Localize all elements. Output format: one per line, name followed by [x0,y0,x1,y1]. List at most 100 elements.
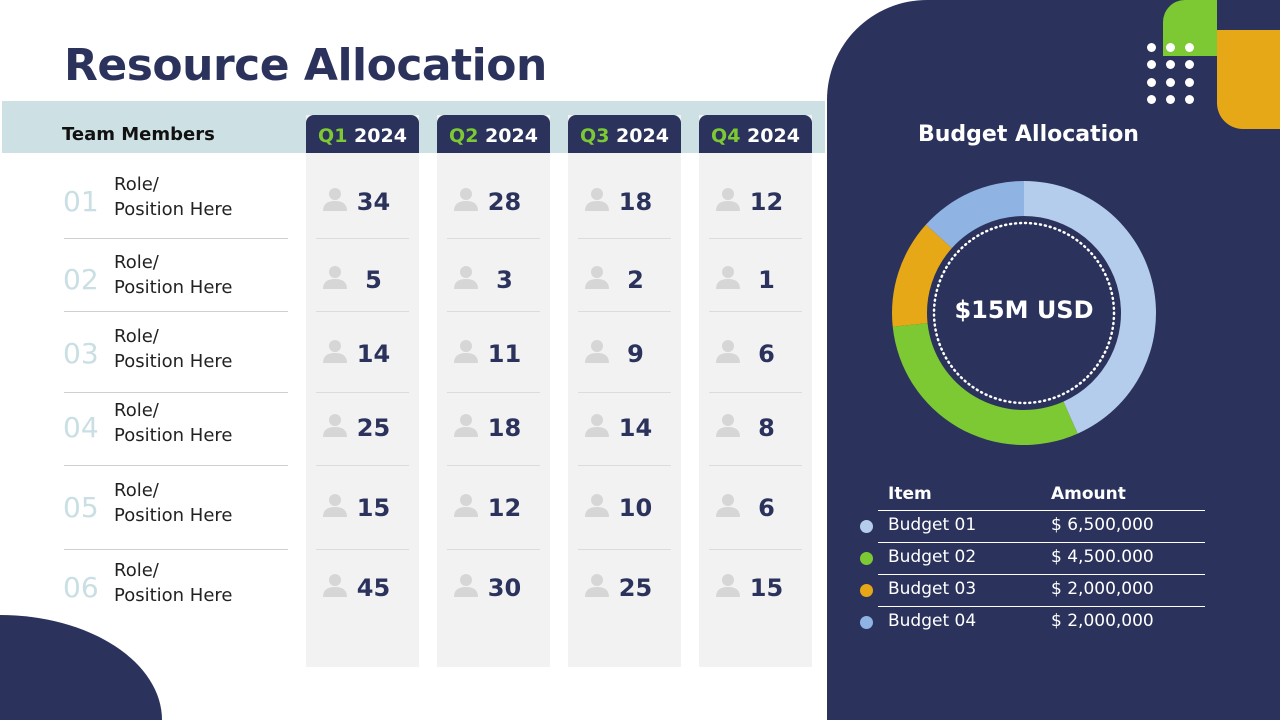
legend-item-name: Budget 02 [888,547,977,567]
row-divider [64,465,288,466]
donut-slice [892,323,1078,445]
person-icon [715,413,741,443]
person-icon [715,265,741,295]
cell-value: 25 [356,414,391,442]
dot [1166,43,1175,52]
legend-item-name: Budget 03 [888,579,977,599]
budget-total: $15M USD [954,296,1094,324]
legend-item-name: Budget 04 [888,611,977,631]
person-icon [322,413,348,443]
person-icon [715,187,741,217]
legend-item-name: Budget 01 [888,515,977,535]
legend-item-amount: $ 4,500.000 [1051,547,1154,567]
quarter-column: Q1 2024 34 5 14 25 15 45 [306,115,419,667]
quarter-year: 2024 [485,125,538,147]
person-icon [584,413,610,443]
quarter-year: 2024 [747,125,800,147]
person-icon [322,265,348,295]
table-cell: 11 [447,334,540,374]
legend-item-amount: $ 6,500,000 [1051,515,1154,535]
legend-divider [878,510,1205,511]
table-cell: 10 [578,488,671,528]
divider [316,549,409,550]
quarter-year: 2024 [616,125,669,147]
cell-value: 18 [618,188,653,216]
cell-value: 2 [627,266,644,294]
quarter-header: Q2 2024 [437,115,550,153]
divider [447,238,540,239]
role-text: Role/ [114,480,159,501]
row-label: Role/Position Here [114,172,233,222]
row-divider [64,549,288,550]
table-cell: 25 [316,408,409,448]
table-cell: 30 [447,568,540,608]
person-icon [322,339,348,369]
dot [1185,78,1194,87]
table-cell: 12 [709,182,802,222]
cell-value: 6 [758,494,775,522]
table-cell: 12 [447,488,540,528]
divider [578,392,671,393]
person-icon [715,573,741,603]
row-number: 05 [63,491,99,524]
cell-value: 3 [496,266,513,294]
quarter-column: Q3 2024 18 2 9 14 10 25 [568,115,681,667]
table-cell: 15 [709,568,802,608]
person-icon [584,339,610,369]
divider [447,392,540,393]
legend-item-amount: $ 2,000,000 [1051,579,1154,599]
budget-title: Budget Allocation [918,122,1139,147]
divider [447,311,540,312]
position-text: Position Here [114,505,233,526]
position-text: Position Here [114,585,233,606]
cell-value: 15 [749,574,784,602]
person-icon [584,265,610,295]
legend-swatch [860,616,873,629]
divider [316,311,409,312]
quarter-header: Q1 2024 [306,115,419,153]
divider [709,392,802,393]
dot [1147,78,1156,87]
table-cell: 6 [709,334,802,374]
dot [1147,60,1156,69]
table-cell: 14 [578,408,671,448]
cell-value: 18 [487,414,522,442]
quarter-header: Q4 2024 [699,115,812,153]
cell-value: 14 [356,340,391,368]
table-cell: 28 [447,182,540,222]
person-icon [453,493,479,523]
dot [1166,60,1175,69]
table-cell: 1 [709,260,802,300]
dotted-ring [932,221,1116,405]
divider [316,465,409,466]
cell-value: 8 [758,414,775,442]
row-label: Role/Position Here [114,324,233,374]
row-divider [64,311,288,312]
table-cell: 15 [316,488,409,528]
table-cell: 9 [578,334,671,374]
position-text: Position Here [114,199,233,220]
cell-value: 5 [365,266,382,294]
table-cell: 45 [316,568,409,608]
divider [447,465,540,466]
dot [1147,95,1156,104]
person-icon [453,413,479,443]
donut-slice [892,224,952,327]
divider [709,549,802,550]
divider [316,392,409,393]
quarter-label: Q2 [449,125,479,147]
orange-decoration [1217,30,1280,129]
quarter-column: Q2 2024 28 3 11 18 12 30 [437,115,550,667]
quarter-header: Q3 2024 [568,115,681,153]
quarter-column: Q4 2024 12 1 6 8 6 15 [699,115,812,667]
dot [1185,60,1194,69]
table-cell: 25 [578,568,671,608]
legend-divider [878,542,1205,543]
position-text: Position Here [114,277,233,298]
role-text: Role/ [114,252,159,273]
dot [1166,78,1175,87]
cell-value: 45 [356,574,391,602]
role-text: Role/ [114,326,159,347]
person-icon [453,573,479,603]
divider [447,549,540,550]
